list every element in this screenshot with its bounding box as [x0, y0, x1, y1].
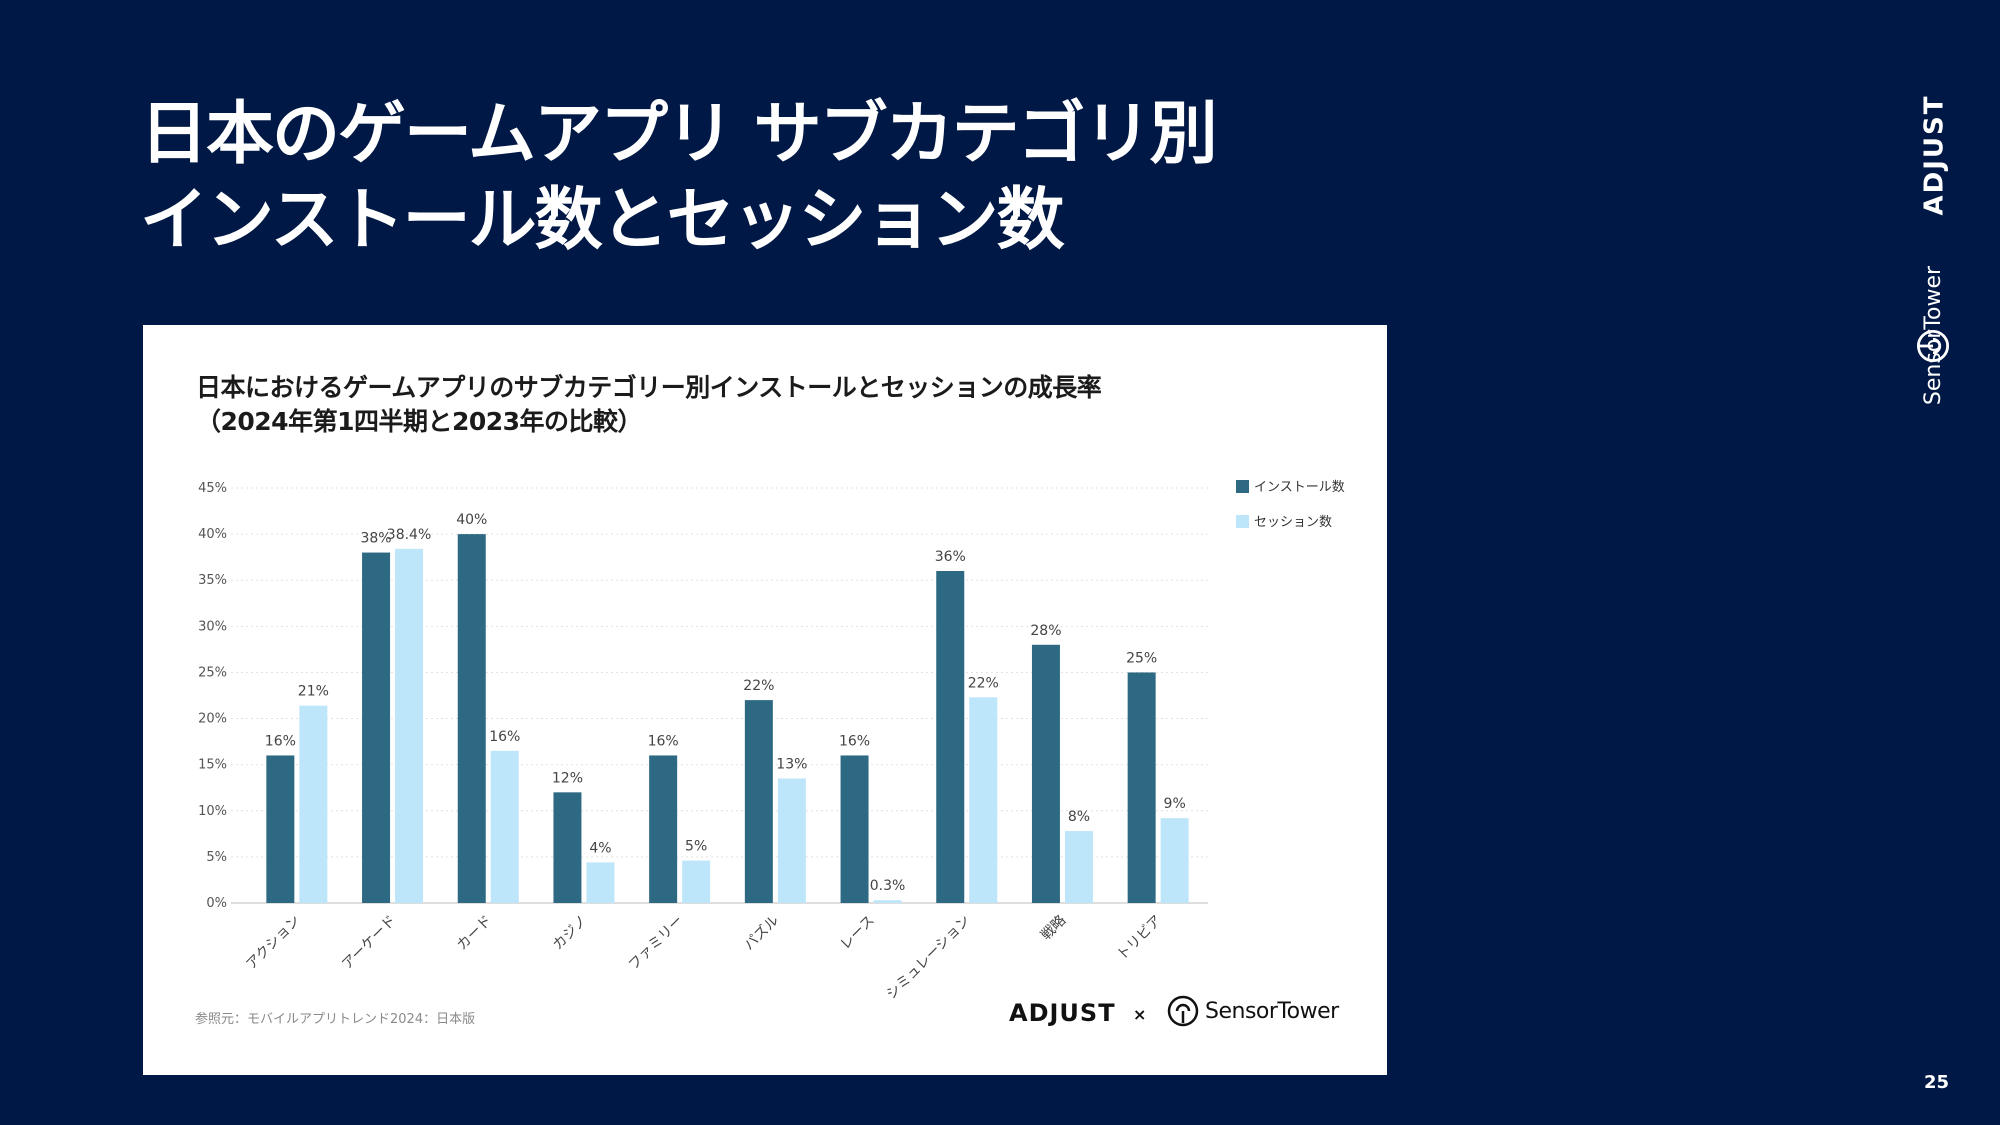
data-label: 13%	[776, 757, 807, 773]
source-note: 参照元：モバイルアプリトレンド2024：日本版	[195, 1012, 476, 1027]
y-tick-label: 0%	[206, 896, 227, 911]
bar	[1127, 672, 1156, 903]
page-number: 25	[1924, 1072, 1950, 1093]
data-label: 40%	[456, 512, 487, 528]
x-tick-label: アーケード	[339, 913, 399, 973]
data-label: 38.4%	[387, 527, 431, 543]
bar	[553, 792, 582, 903]
data-label: 4%	[589, 840, 611, 856]
y-tick-label: 5%	[206, 850, 227, 865]
x-tick-label: シミュレーション	[883, 913, 973, 1003]
bar	[457, 534, 486, 903]
data-label: 8%	[1068, 809, 1090, 825]
sensor-tower-icon	[1167, 995, 1199, 1027]
data-label: 28%	[1030, 623, 1061, 639]
adjust-logo-text: ADJUST	[1009, 999, 1116, 1027]
legend-swatch	[1236, 515, 1249, 528]
sensor-tower-logo: SensorTower	[1167, 995, 1339, 1027]
bar	[395, 548, 424, 903]
bar	[840, 755, 869, 903]
slide-title: 日本のゲームアプリ サブカテゴリ別 インストール数とセッション数	[140, 92, 1218, 264]
adjust-side-logo: ADJUST	[1912, 90, 1956, 220]
chart-title: 日本におけるゲームアプリのサブカテゴリー別インストールとセッションの成長率 （2…	[196, 371, 1102, 439]
bar	[744, 700, 773, 903]
bar	[777, 778, 806, 903]
chart-card: 日本におけるゲームアプリのサブカテゴリー別インストールとセッションの成長率 （2…	[143, 325, 1387, 1075]
x-tick-label: ファミリー	[626, 913, 687, 974]
x-tick-label: 戦略	[1038, 913, 1069, 944]
legend-label: セッション数	[1254, 515, 1332, 530]
bar	[1031, 644, 1060, 903]
bar	[362, 552, 391, 903]
adjust-side-logo-text: ADJUST	[1919, 94, 1950, 216]
bar-chart: 0% 5% 10% 15% 20% 25% 30% 35% 40% 45% 16% 21% アクション 3…	[198, 480, 1345, 1003]
data-label: 12%	[552, 770, 583, 786]
bar	[1064, 831, 1093, 903]
data-label: 16%	[489, 729, 520, 745]
adjust-logo: ADJUST	[1009, 999, 1116, 1027]
legend-swatch	[1236, 480, 1249, 493]
data-label: 22%	[968, 675, 999, 691]
x-tick-label: トリビア	[1114, 913, 1165, 964]
bar	[682, 860, 711, 903]
bar	[649, 755, 678, 903]
y-tick-label: 30%	[198, 619, 227, 634]
bar	[266, 755, 295, 903]
legend-label: インストール数	[1254, 480, 1345, 495]
times-sign: ×	[1133, 1005, 1147, 1024]
bar	[1160, 818, 1189, 903]
sensor-tower-side-icon	[1916, 329, 1950, 363]
chart-title-line2: （2024年第1四半期と2023年の比較）	[196, 407, 643, 436]
y-tick-label: 25%	[198, 665, 227, 680]
data-label: 16%	[648, 733, 679, 749]
data-label: 36%	[935, 549, 966, 565]
x-tick-label: カジノ	[550, 913, 591, 954]
data-label: 38%	[360, 531, 391, 547]
data-label: 25%	[1126, 650, 1157, 666]
y-tick-label: 10%	[198, 804, 227, 819]
data-label: 0.3%	[870, 878, 906, 894]
side-branding: ADJUST SensorTower	[1912, 90, 1956, 440]
bar	[490, 750, 519, 903]
slide-title-line2: インストール数とセッション数	[140, 181, 1065, 260]
data-label: 5%	[685, 839, 707, 855]
bar	[586, 862, 615, 903]
bar	[936, 571, 965, 903]
x-tick-label: アクション	[243, 913, 303, 973]
data-label: 16%	[839, 733, 870, 749]
data-label: 9%	[1164, 796, 1186, 812]
y-tick-label: 40%	[198, 527, 227, 542]
x-tick-label: レース	[837, 913, 878, 954]
data-label: 21%	[298, 684, 329, 700]
bar	[873, 900, 902, 903]
data-label: 22%	[743, 678, 774, 694]
slide-title-line1: 日本のゲームアプリ サブカテゴリ別	[140, 95, 1218, 174]
y-tick-label: 45%	[198, 481, 227, 496]
bar	[969, 697, 998, 903]
y-tick-label: 15%	[198, 758, 227, 773]
y-tick-label: 20%	[198, 712, 227, 727]
y-tick-label: 35%	[198, 573, 227, 588]
data-label: 16%	[265, 733, 296, 749]
bar	[299, 705, 328, 903]
chart-title-line1: 日本におけるゲームアプリのサブカテゴリー別インストールとセッションの成長率	[196, 373, 1102, 402]
x-tick-label: カード	[454, 913, 495, 954]
x-tick-label: パズル	[741, 913, 782, 954]
sensor-tower-logo-text: SensorTower	[1205, 998, 1339, 1024]
